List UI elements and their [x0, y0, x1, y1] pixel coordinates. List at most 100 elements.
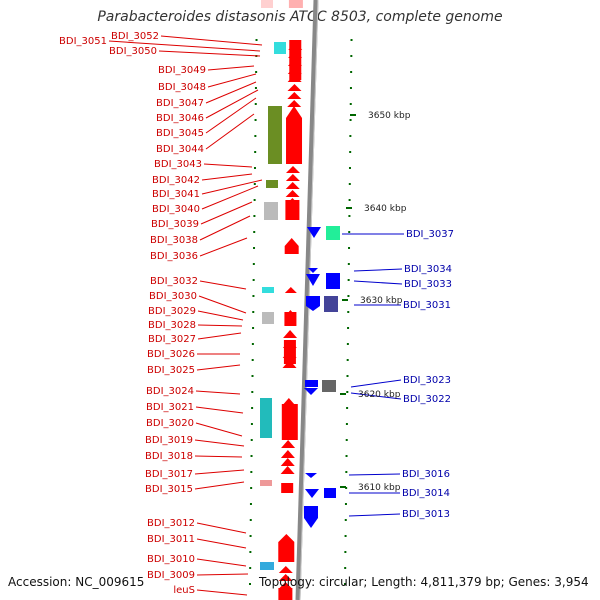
leader-line [205, 81, 257, 104]
reverse-arrow [306, 274, 320, 286]
leader-line [205, 113, 255, 150]
forward-arrow [278, 534, 295, 542]
forward-arrow [280, 450, 295, 458]
gene-block [266, 180, 278, 188]
leader-line [199, 280, 247, 290]
gene-label: BDI_3049 [158, 65, 206, 76]
leader-line [201, 185, 259, 210]
leader-line [194, 455, 243, 458]
scale-label: 3610 kbp [358, 483, 401, 493]
gene-label: BDI_3039 [151, 219, 199, 230]
gene-label: BDI_3009 [147, 570, 195, 581]
map-title: Parabacteroides distasonis ATCC 8503, co… [97, 9, 503, 25]
forward-arrow [278, 582, 293, 589]
gene-label: BDI_3028 [148, 320, 196, 331]
gene-label: BDI_3026 [147, 349, 195, 360]
leader-line [197, 310, 244, 321]
scale-label: 3650 kbp [368, 111, 411, 121]
reverse-gene [304, 506, 318, 518]
gene-label: BDI_3022 [403, 394, 451, 405]
gene-label: BDI_3011 [147, 534, 195, 545]
forward-arrow [284, 287, 297, 293]
gene-block [262, 312, 274, 324]
leader-line [196, 522, 247, 534]
forward-arrow [278, 566, 293, 573]
gene-block [260, 562, 274, 570]
reverse-gene [326, 273, 340, 289]
forward-arrow [278, 574, 293, 581]
leader-line [350, 392, 402, 400]
gene-label: BDI_3013 [402, 509, 450, 520]
gene-block [261, 0, 273, 8]
gene-block [324, 296, 338, 312]
gene-label: BDI_3038 [150, 235, 198, 246]
label-leaders [108, 35, 404, 596]
gene-label: BDI_3029 [148, 306, 196, 317]
leader-line [195, 390, 241, 395]
leader-line [205, 89, 259, 119]
leader-line [195, 406, 244, 414]
gene-label: BDI_3024 [146, 386, 194, 397]
gene-label: BDI_3033 [404, 279, 452, 290]
scale-label: 3630 kbp [360, 296, 403, 306]
forward-arrow [287, 84, 302, 91]
reverse-arrow [308, 268, 318, 273]
leader-line [350, 379, 402, 388]
topology-text: Topology: circular; Length: 4,811,379 bp… [259, 575, 589, 589]
gene-block [326, 226, 340, 240]
reverse-arrow [307, 227, 321, 238]
gene-label: BDI_3052 [111, 31, 159, 42]
leader-line [353, 268, 403, 272]
leader-line [348, 513, 401, 517]
gene-label: BDI_3015 [145, 484, 193, 495]
leader-line [201, 179, 263, 195]
gene-label: BDI_3043 [154, 159, 202, 170]
forward-arrow [281, 440, 296, 448]
gene-block [268, 106, 282, 164]
leader-line [348, 473, 401, 476]
gene-label: BDI_3027 [148, 334, 196, 345]
leader-line [197, 324, 243, 327]
gene-label: BDI_3040 [152, 204, 200, 215]
gene-label: BDI_3018 [145, 451, 193, 462]
reverse-arrow [305, 489, 319, 498]
gene-label: BDI_3017 [145, 469, 193, 480]
gene-label: leuS [173, 585, 195, 596]
forward-gene [288, 0, 303, 8]
leader-line [196, 573, 249, 576]
reverse-gene [306, 296, 320, 306]
forward-gene [278, 588, 293, 600]
gene-label: BDI_3031 [403, 300, 451, 311]
leader-line [194, 481, 245, 490]
gene-block [274, 42, 286, 54]
leader-line [198, 295, 247, 314]
forward-gene [284, 238, 299, 254]
reverse-arrow [304, 388, 318, 395]
leader-line [201, 173, 253, 181]
gene-label: BDI_3041 [152, 189, 200, 200]
gene-label: BDI_3037 [406, 229, 454, 240]
gene-label: BDI_3047 [156, 98, 204, 109]
leader-line [353, 280, 403, 285]
forward-gene [285, 200, 300, 220]
forward-arrow [283, 330, 298, 338]
gene-label: BDI_3032 [150, 276, 198, 287]
leader-line [194, 439, 245, 447]
forward-gene [278, 542, 295, 562]
gene-label: BDI_3045 [156, 128, 204, 139]
forward-gene [284, 312, 297, 326]
leader-line [196, 589, 248, 596]
scale-label: 3620 kbp [358, 390, 401, 400]
gene-label: BDI_3036 [150, 251, 198, 262]
leader-line [205, 97, 257, 134]
leader-line [196, 538, 247, 549]
gene-block [262, 287, 274, 293]
gene-label: BDI_3025 [147, 365, 195, 376]
leader-line [194, 469, 245, 475]
reverse-arrow [306, 306, 320, 311]
forward-gene [281, 404, 298, 440]
gene-label: BDI_3019 [145, 435, 193, 446]
reverse-arrow [305, 473, 317, 478]
gene-label: BDI_3014 [402, 488, 450, 499]
